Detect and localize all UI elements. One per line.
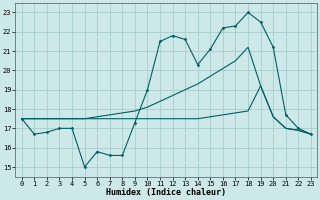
X-axis label: Humidex (Indice chaleur): Humidex (Indice chaleur) xyxy=(106,188,226,197)
